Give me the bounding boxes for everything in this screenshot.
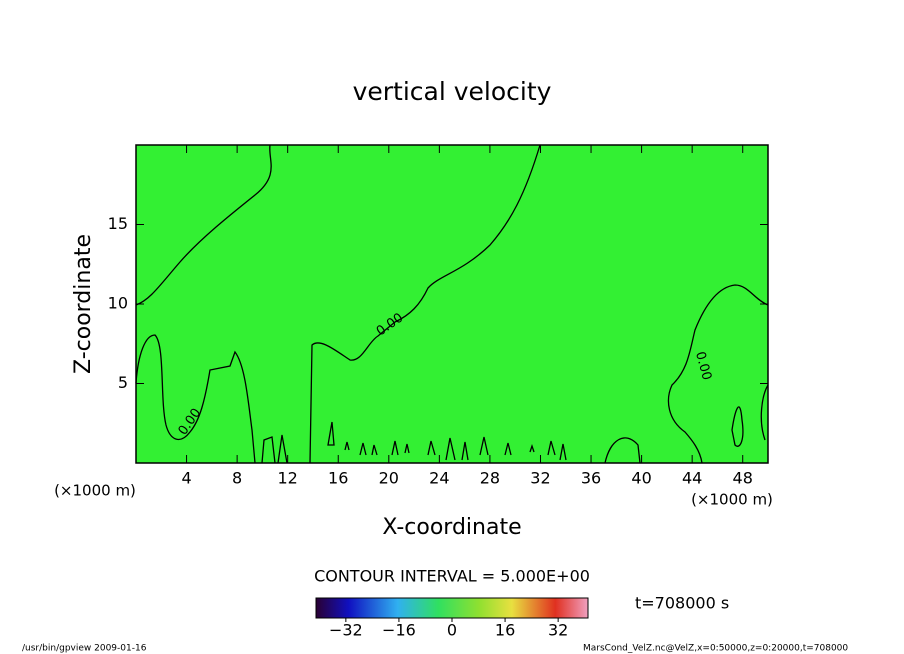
footer-left: /usr/bin/gpview 2009-01-16 [22,644,147,654]
y-tick-label: 15 [108,214,128,233]
contour-lines [135,144,769,464]
x-tick-label: 24 [429,469,449,488]
x-unit-label: (×1000 m) [54,482,136,500]
x-tick-label: 32 [530,469,550,488]
x-tick-label: 40 [631,469,651,488]
x-tick-label: 12 [278,469,298,488]
contour-line [135,144,272,306]
x-tick-label: 4 [181,469,191,488]
time-label: t=708000 s [635,594,729,613]
x-tick-label: 16 [328,469,348,488]
contour-interval: CONTOUR INTERVAL = 5.000E+00 [314,567,590,586]
chart-title: vertical velocity [353,77,552,106]
x-axis-label: X-coordinate [382,515,521,540]
plot-fill [136,145,768,463]
x-tick-label: 48 [733,469,753,488]
contour-line [667,284,769,464]
x-tick-label: 20 [379,469,399,488]
contour-line [760,384,769,441]
y-tick-label: 5 [118,373,128,392]
colorbar-tick-label: −32 [329,621,363,640]
contour-label: 0.00 [692,350,714,382]
x-tick-label: 28 [480,469,500,488]
contour-line [135,334,256,464]
colorbar [315,597,589,619]
contour-line [604,437,641,464]
contour-line [261,421,567,464]
x-tick-label: 44 [682,469,702,488]
colorbar-tick-label: 16 [495,621,515,640]
colorbar-tick-label: 0 [447,621,457,640]
contour-line [309,144,541,464]
colorbar-tick-label: 32 [548,621,568,640]
x-tick-label: 8 [232,469,242,488]
x-tick-label: 36 [581,469,601,488]
y-axis-label: Z-coordinate [71,234,96,374]
x-unit-label: (×1000 m) [691,491,773,509]
colorbar-tick-label: −16 [382,621,416,640]
footer-right: MarsCond_VelZ.nc@VelZ,x=0:50000,z=0:2000… [583,644,848,654]
contour-line [731,406,744,447]
y-tick-label: 10 [108,294,128,313]
